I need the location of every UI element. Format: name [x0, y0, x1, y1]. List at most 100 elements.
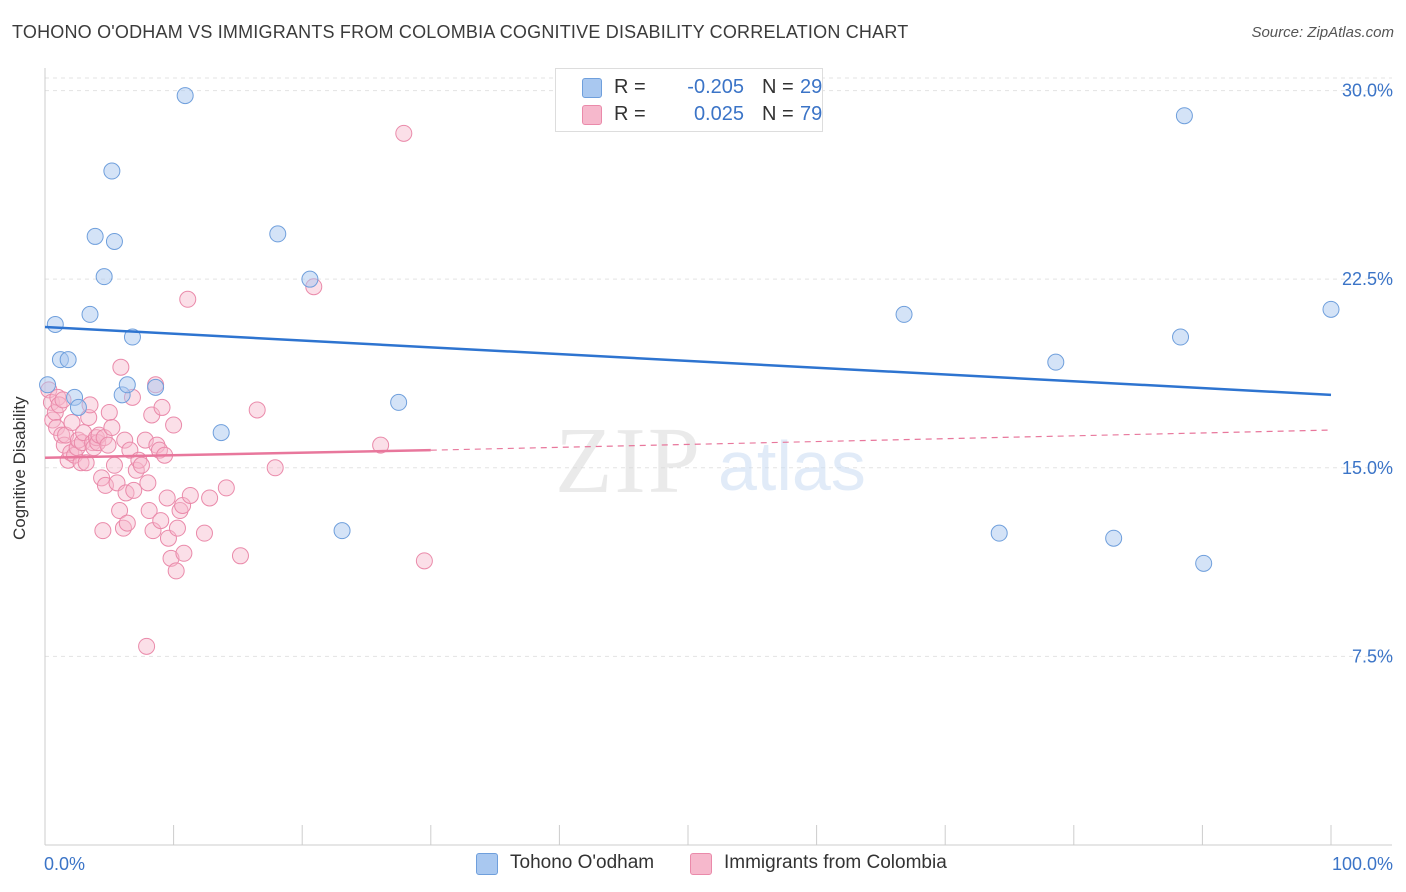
data-point-colombia: [181, 486, 199, 504]
data-point-colombia: [266, 459, 284, 477]
correlation-legend: R = -0.205 N = 29 R = 0.025 N = 79: [555, 68, 823, 132]
y-tick-label: 7.5%: [1352, 646, 1393, 666]
data-point-colombia: [153, 398, 171, 416]
data-point-colombia: [132, 456, 150, 474]
data-point-colombia: [201, 489, 219, 507]
data-point-colombia: [415, 552, 433, 570]
legend-swatch-pink: [582, 105, 602, 125]
data-point-colombia: [372, 436, 390, 454]
data-point-colombia: [231, 547, 249, 565]
data-point-colombia: [167, 562, 185, 580]
data-point-colombia: [100, 403, 118, 421]
data-point-colombia: [138, 637, 156, 655]
data-point-colombia: [80, 408, 98, 426]
series-colombia-points: [40, 124, 433, 655]
data-point-tohono: [59, 351, 77, 369]
data-point-colombia: [118, 514, 136, 532]
data-point-tohono: [1175, 107, 1193, 125]
y-tick-label: 22.5%: [1342, 269, 1393, 289]
data-point-colombia: [162, 549, 180, 567]
chart-title: TOHONO O'ODHAM VS IMMIGRANTS FROM COLOMB…: [12, 22, 909, 42]
data-point-tohono: [895, 305, 913, 323]
n-label: N =: [762, 76, 794, 98]
data-point-colombia: [112, 358, 130, 376]
data-point-colombia: [103, 419, 121, 437]
data-point-tohono: [176, 87, 194, 105]
data-point-colombia: [140, 502, 158, 520]
data-point-colombia: [158, 489, 176, 507]
trend-line-tohono: [44, 325, 1332, 397]
data-point-tohono: [103, 162, 121, 180]
data-point-colombia: [179, 290, 197, 308]
y-tick-label: 15.0%: [1342, 458, 1393, 478]
data-point-tohono: [69, 398, 87, 416]
data-point-colombia: [72, 454, 90, 472]
r-value: -0.205: [687, 76, 744, 98]
data-point-colombia: [127, 461, 145, 479]
data-point-colombia: [53, 426, 71, 444]
y-tick-label: 30.0%: [1342, 81, 1393, 101]
n-label: N =: [762, 103, 794, 125]
data-point-colombia: [152, 512, 170, 530]
data-point-colombia: [168, 519, 186, 537]
data-point-colombia: [77, 454, 95, 472]
data-point-tohono: [1195, 554, 1213, 572]
data-point-colombia: [195, 524, 213, 542]
data-point-colombia: [125, 481, 143, 499]
n-value: 79: [800, 103, 823, 125]
data-point-tohono: [1322, 300, 1340, 318]
y-axis-label: Cognitive Disability: [10, 396, 29, 540]
data-point-tohono: [118, 376, 136, 394]
data-point-tohono: [269, 225, 287, 243]
data-point-colombia: [111, 502, 129, 520]
data-point-tohono: [333, 522, 351, 540]
data-point-colombia: [99, 436, 117, 454]
data-point-colombia: [175, 544, 193, 562]
data-point-tohono: [990, 524, 1008, 542]
tick-labels: 7.5% 15.0% 22.5% 30.0% 0.0% 100.0%: [44, 81, 1393, 874]
r-label: R =: [614, 103, 646, 125]
trend-line-colombia: [44, 448, 431, 459]
trend-line-colombia-extension: [430, 429, 1332, 451]
data-point-tohono: [105, 232, 123, 250]
data-point-tohono: [86, 227, 104, 245]
data-point-tohono: [1047, 353, 1065, 371]
data-point-tohono: [1172, 328, 1190, 346]
gridlines: [45, 77, 1392, 657]
watermark-atlas: atlas: [718, 427, 866, 505]
data-point-colombia: [165, 416, 183, 434]
legend-swatch-pink: [690, 853, 712, 875]
data-point-colombia: [395, 124, 413, 142]
data-point-tohono: [212, 424, 230, 442]
data-point-tohono: [390, 393, 408, 411]
watermark: ZIP atlas: [555, 409, 866, 513]
data-point-tohono: [1105, 529, 1123, 547]
x-tick-label: 100.0%: [1332, 854, 1393, 874]
data-point-colombia: [116, 431, 134, 449]
data-point-tohono: [147, 378, 165, 396]
source-credit: Source: ZipAtlas.com: [1251, 24, 1394, 41]
legend-label: Immigrants from Colombia: [724, 852, 947, 873]
r-value: 0.025: [693, 103, 744, 125]
trend-lines: [44, 325, 1332, 459]
data-point-colombia: [171, 502, 189, 520]
data-point-tohono: [301, 270, 319, 288]
data-point-colombia: [139, 474, 157, 492]
n-value: 29: [800, 76, 823, 98]
data-point-colombia: [248, 401, 266, 419]
r-label: R =: [614, 76, 646, 98]
data-point-colombia: [63, 414, 81, 432]
data-point-tohono: [46, 315, 64, 333]
data-point-tohono: [95, 268, 113, 286]
x-tick-label: 0.0%: [44, 854, 85, 874]
watermark-zip: ZIP: [555, 409, 702, 513]
data-point-tohono: [39, 376, 57, 394]
data-point-colombia: [105, 456, 123, 474]
data-point-colombia: [94, 522, 112, 540]
legend-swatch-blue: [476, 853, 498, 875]
legend-label: Tohono O'odham: [510, 852, 655, 873]
legend-swatch-blue: [582, 78, 602, 98]
data-point-colombia: [217, 479, 235, 497]
series-legend: Tohono O'odham Immigrants from Colombia: [0, 852, 1406, 878]
